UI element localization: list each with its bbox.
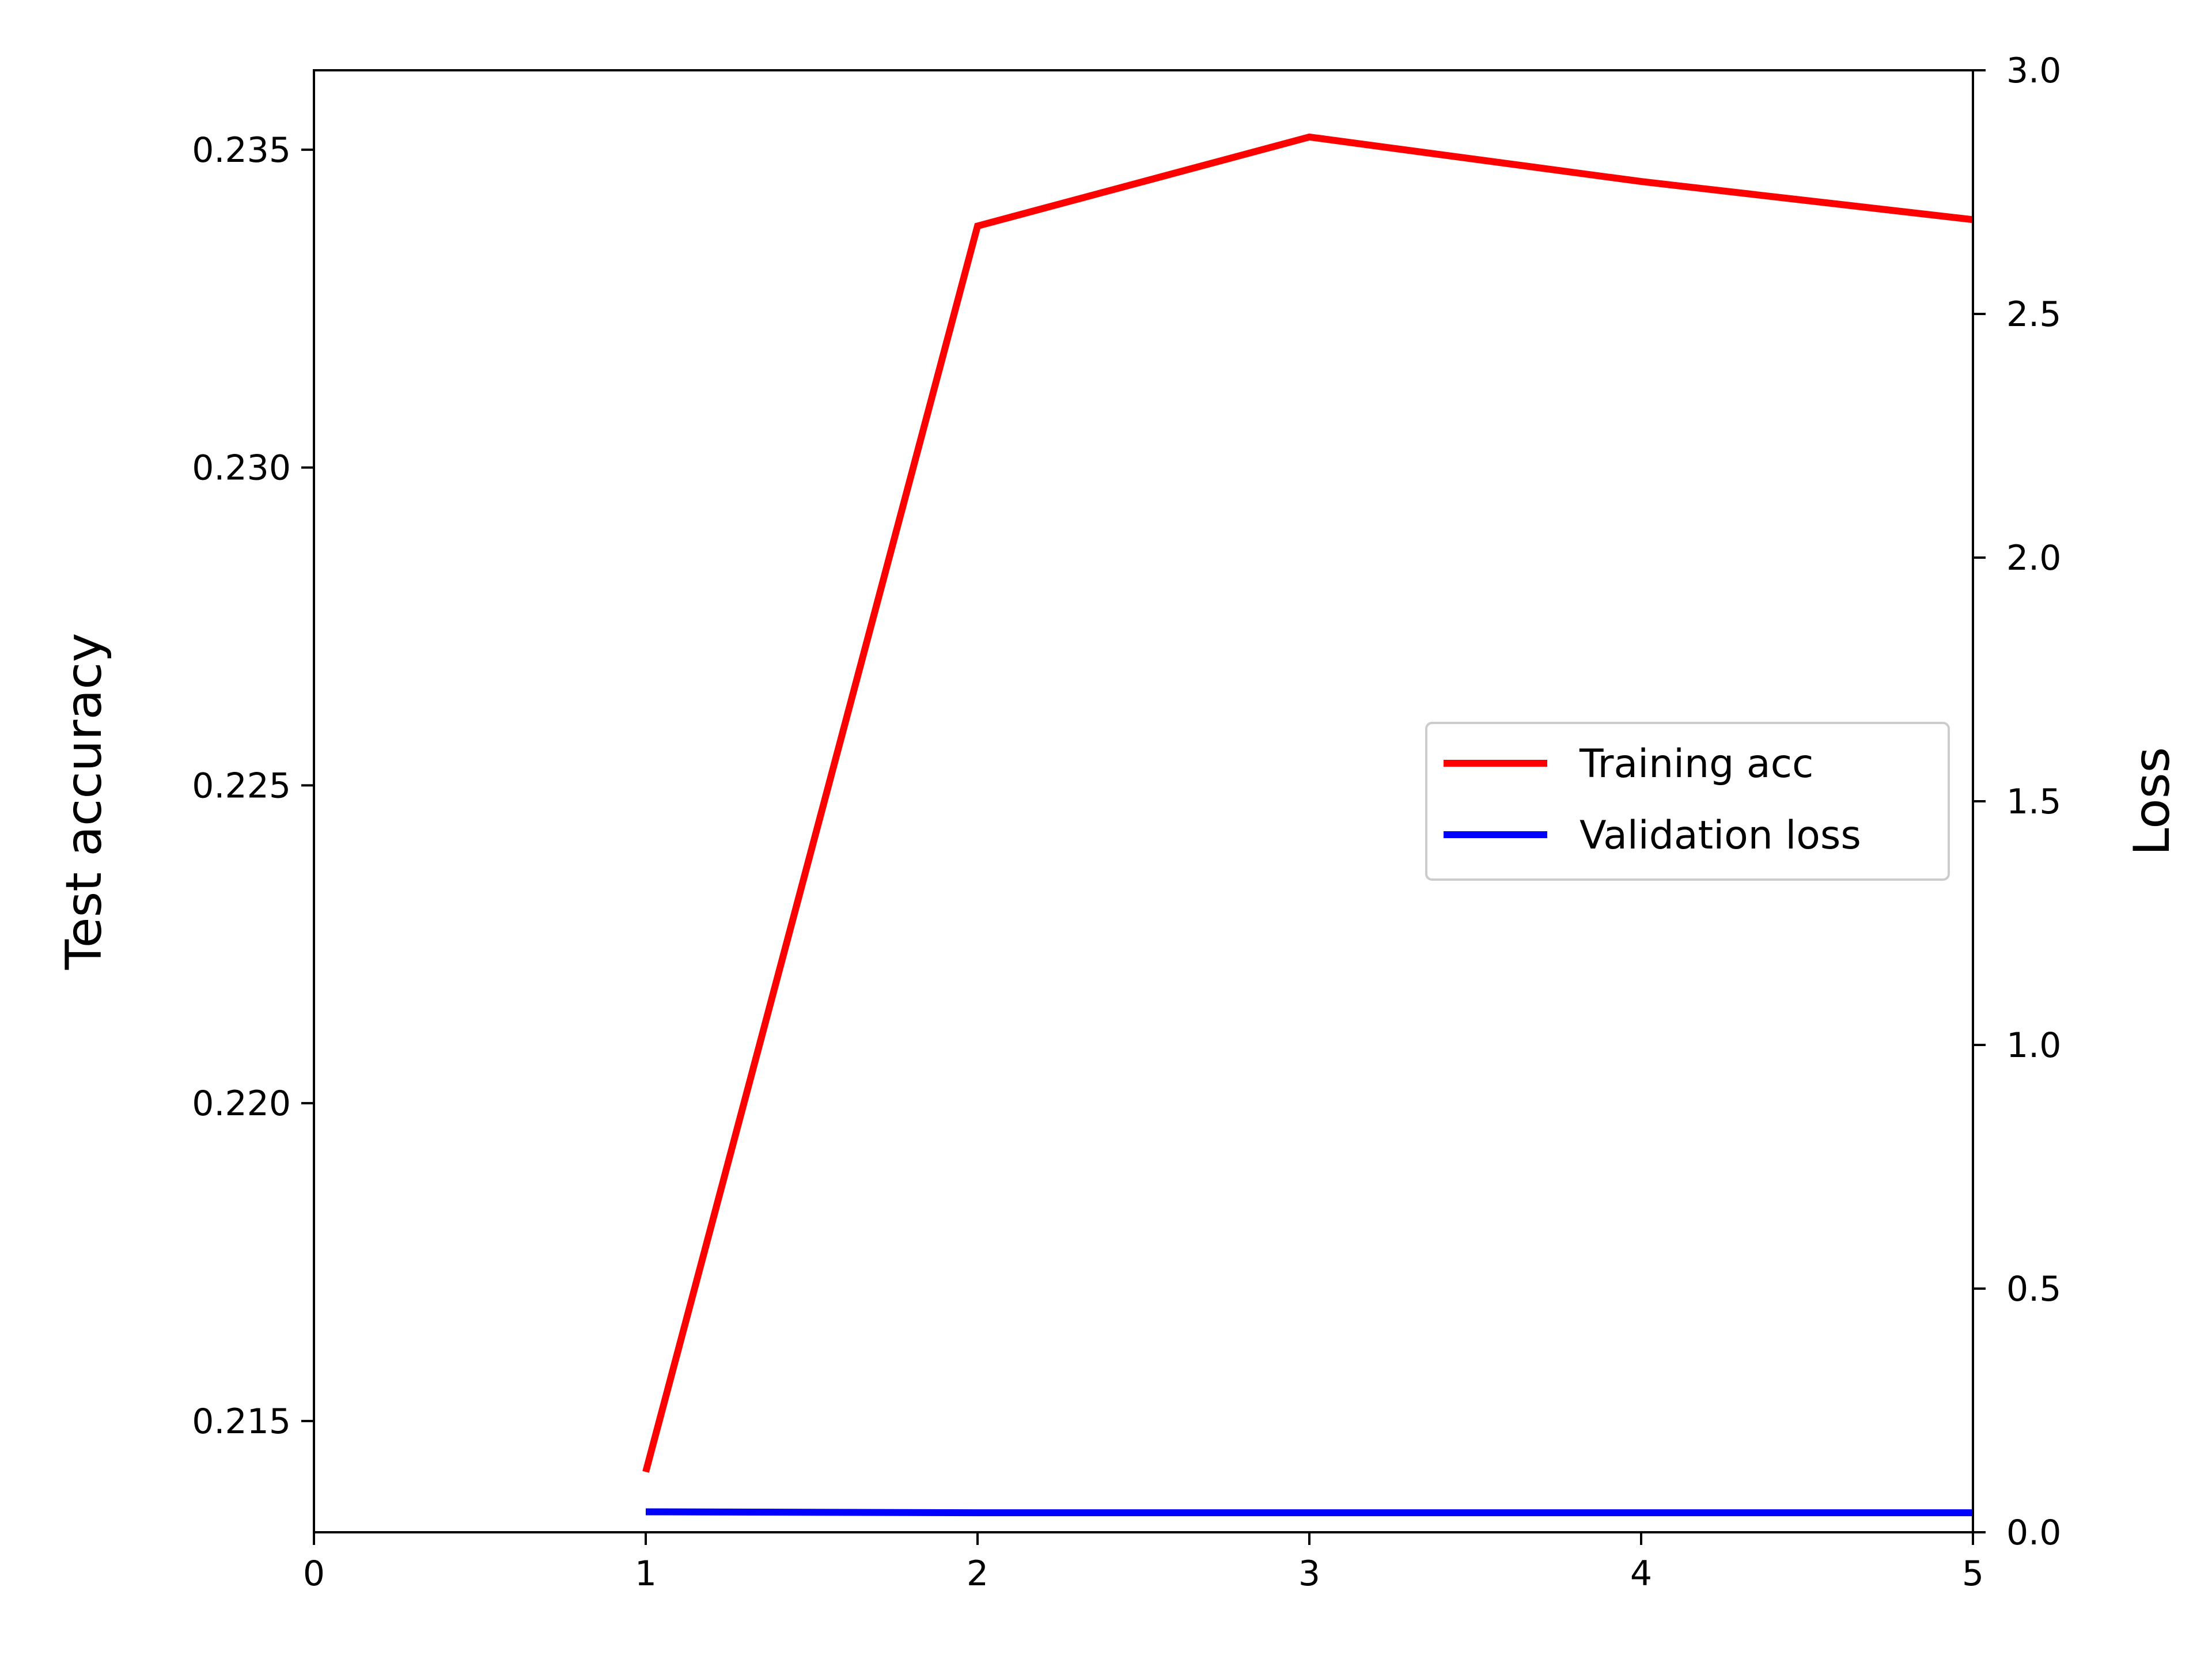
right-y-tick-label: 1.5: [2006, 782, 2061, 822]
left-y-axis-label: Test accuracy: [55, 633, 113, 971]
legend-box: [1425, 722, 1950, 881]
left-y-tick-label: 0.220: [192, 1084, 291, 1124]
right-y-tick-label: 3.0: [2006, 51, 2061, 91]
x-tick-label: 0: [303, 1554, 325, 1594]
left-y-tick-label: 0.215: [192, 1402, 291, 1442]
x-tick-label: 4: [1630, 1554, 1652, 1594]
series-line-2: [645, 1508, 1973, 1517]
x-tick-label: 2: [967, 1554, 988, 1594]
legend: Training acc Validation loss: [1425, 722, 1950, 881]
left-y-tick-label: 0.235: [192, 130, 291, 171]
right-y-tick-label: 2.0: [2006, 538, 2061, 578]
legend-label: Validation loss: [1580, 813, 1861, 858]
right-y-tick-label: 0.5: [2006, 1269, 2061, 1309]
series-line-1: [642, 133, 1974, 1473]
left-y-tick-label: 0.230: [192, 448, 291, 488]
right-y-axis-label: Loss: [2123, 747, 2181, 856]
axes-layer: 0 1 2 3 4 5 0.215 0.220 0.225 0.230 0.235 0.0 0.5 1.0…: [192, 51, 2061, 1594]
left-y-tick-label: 0.225: [192, 766, 291, 806]
legend-label: Training acc: [1579, 741, 1813, 787]
right-y-tick-label: 2.5: [2006, 294, 2061, 335]
x-tick-label: 3: [1298, 1554, 1320, 1594]
series-layer: [642, 133, 1974, 1517]
right-y-tick-label: 1.0: [2006, 1025, 2061, 1066]
x-tick-label: 5: [1962, 1554, 1984, 1594]
right-y-tick-label: 0.0: [2006, 1513, 2061, 1553]
x-tick-label: 1: [635, 1554, 657, 1594]
